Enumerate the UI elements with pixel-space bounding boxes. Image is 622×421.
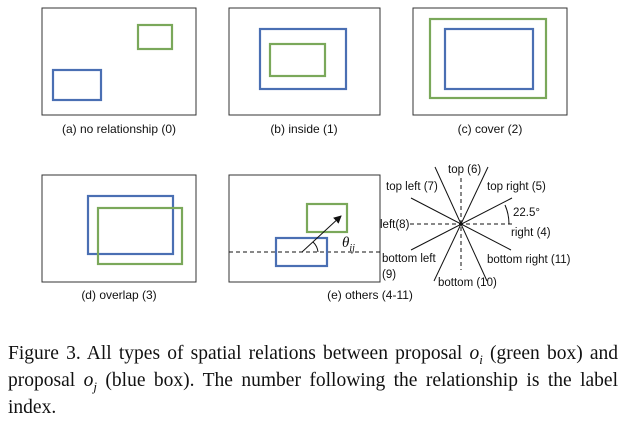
- caption-lead: Figure 3. All types of spatial relations…: [8, 343, 463, 364]
- angle-label: 22.5°: [513, 207, 540, 219]
- panel-c-label: (c) cover (2): [458, 122, 523, 136]
- green-box: [136, 23, 174, 51]
- var-oi-sub: i: [479, 351, 483, 367]
- label-top: top (6): [448, 164, 481, 176]
- blue-box: [51, 68, 103, 102]
- blue-box: [86, 194, 175, 256]
- panel-others: θij (e) others (4-11): [228, 174, 413, 302]
- panel-cover: (c) cover (2): [412, 7, 568, 136]
- blue-box: [258, 27, 348, 91]
- angle-arc: [312, 241, 319, 253]
- panel-b-label: (b) inside (1): [270, 122, 337, 136]
- blue-box: [443, 27, 535, 91]
- label-left: left(8): [380, 219, 410, 231]
- panel-d-label: (d) overlap (3): [81, 288, 156, 302]
- panel-e-label: (e) others (4-11): [327, 288, 413, 302]
- figure-caption: Figure 3. All types of spatial relations…: [8, 340, 618, 421]
- label-right: right (4): [511, 227, 551, 239]
- panel-overlap: (d) overlap (3): [41, 174, 197, 302]
- caption-tail: (blue box). The number following the rel…: [8, 370, 618, 418]
- blue-box: [274, 236, 329, 268]
- var-oj-sub: j: [93, 378, 97, 394]
- green-box: [428, 17, 548, 100]
- green-box: [268, 42, 327, 78]
- label-top-right: top right (5): [487, 181, 546, 193]
- panel-inside: (b) inside (1): [228, 7, 381, 136]
- green-box: [96, 206, 184, 266]
- direction-diagram: 22.5° top (6) top left (7) top right (5)…: [380, 164, 571, 289]
- caption-mid: (green box) and proposal: [8, 343, 619, 391]
- panel-no-relationship: (a) no relationship (0): [41, 7, 197, 136]
- green-box: [305, 202, 349, 234]
- var-oi: o: [469, 343, 480, 364]
- theta-label: θij: [342, 235, 355, 254]
- label-bottom: bottom (10): [438, 277, 497, 289]
- ray-lower-diag: [410, 197, 513, 251]
- var-oj: o: [83, 370, 94, 391]
- angle-arc-22-5: [504, 204, 510, 225]
- label-bottom-left-index: (9): [382, 269, 396, 281]
- label-top-left: top left (7): [386, 181, 438, 193]
- panel-a-label: (a) no relationship (0): [62, 122, 176, 136]
- label-bottom-left: bottom left: [382, 253, 436, 265]
- spatial-relations-figure: (a) no relationship (0) (b) inside (1) (…: [41, 7, 571, 302]
- label-bottom-right: bottom right (11): [487, 254, 571, 266]
- direction-arrow: [301, 215, 342, 253]
